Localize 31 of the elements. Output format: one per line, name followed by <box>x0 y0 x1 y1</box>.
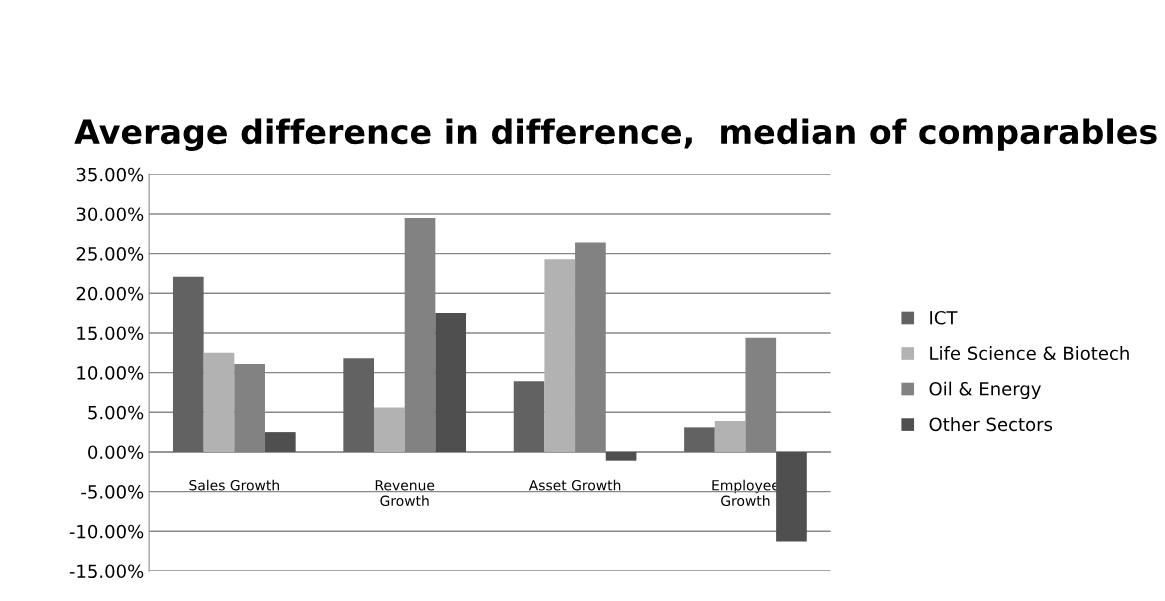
bar <box>435 313 467 452</box>
bar <box>343 358 375 452</box>
bar <box>714 421 746 452</box>
legend-label: Oil & Energy <box>929 381 1041 400</box>
x-tick-label: Asset Growth <box>528 479 621 491</box>
legend-label: ICT <box>930 310 958 325</box>
y-tick-label: 30.00% <box>76 207 144 222</box>
y-tick-label: -5.00% <box>81 485 144 499</box>
bar <box>605 451 637 461</box>
y-tick-label: 10.00% <box>77 366 144 380</box>
bar <box>374 407 405 452</box>
bar <box>684 427 715 452</box>
x-tick-label: Revenue Growth <box>375 480 435 507</box>
legend-label: Life Science & Biotech <box>930 346 1129 361</box>
y-tick-label: 0.00% <box>88 445 144 460</box>
y-tick-label: 5.00% <box>88 405 144 420</box>
bar <box>776 451 807 542</box>
legend-label: Other Sectors <box>929 417 1053 432</box>
bar <box>172 276 204 452</box>
y-tick-label: -15.00% <box>69 564 144 579</box>
y-tick-label: 25.00% <box>76 247 144 261</box>
y-tick-label: -10.00% <box>69 524 144 539</box>
bar <box>203 352 235 452</box>
y-tick-label: 20.00% <box>76 286 144 301</box>
chart-title: Average difference in difference, median of comparables <box>74 118 1157 151</box>
x-tick-label: Sales Growth <box>189 479 279 491</box>
y-tick-label: 15.00% <box>77 326 144 341</box>
bar <box>544 259 576 452</box>
bar <box>513 381 545 452</box>
bar <box>264 432 296 452</box>
y-tick-label: 35.00% <box>76 167 144 182</box>
